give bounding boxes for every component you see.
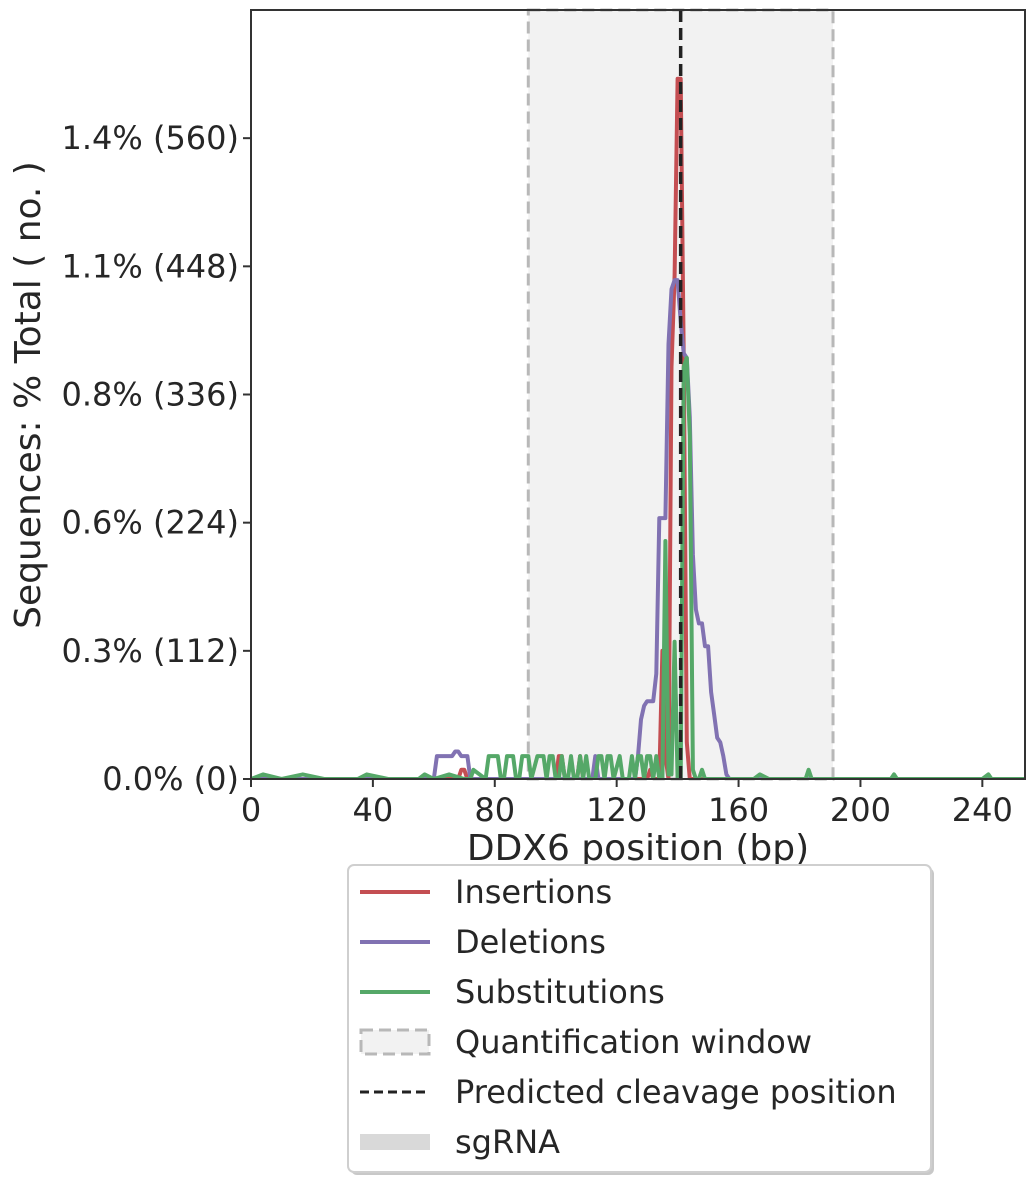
y-tick-label: 0.6% (224) <box>61 504 239 542</box>
legend-box <box>347 864 932 1173</box>
legend-label-quantification-window: Quantification window <box>455 1023 812 1061</box>
x-tick-label: 240 <box>952 791 1013 829</box>
legend-label-substitutions: Substitutions <box>455 973 665 1011</box>
series-line-substitutions <box>251 355 1025 779</box>
legend-swatch-quantification-window <box>359 1028 431 1056</box>
legend-label-deletions: Deletions <box>455 923 606 961</box>
series-group <box>251 76 1025 779</box>
legend-label-sgrna: sgRNA <box>455 1123 560 1161</box>
series-line-deletions <box>251 278 1025 779</box>
legend-swatch-sgrna <box>360 1134 430 1150</box>
legend-label-predicted-cleavage-position: Predicted cleavage position <box>455 1073 897 1111</box>
y-tick-label: 0.3% (112) <box>61 632 239 670</box>
x-tick-label: 80 <box>474 791 515 829</box>
x-tick-label: 160 <box>708 791 769 829</box>
x-tick-label: 40 <box>353 791 394 829</box>
y-tick-label: 0.0% (0) <box>102 760 239 798</box>
x-tick-label: 120 <box>586 791 647 829</box>
x-tick-label: 200 <box>830 791 891 829</box>
x-tick-label: 0 <box>241 791 261 829</box>
y-tick-label: 0.8% (336) <box>61 376 239 414</box>
y-axis-title: Sequences: % Total ( no. ) <box>8 161 49 629</box>
plot-area <box>251 8 1025 781</box>
y-tick-label: 1.4% (560) <box>61 119 239 157</box>
y-tick-label: 1.1% (448) <box>61 247 239 285</box>
axes: 0 40 80 120 160 200 240 0.0% (0) 0.3% (112) 0.6% … <box>61 9 1026 829</box>
x-axis-title: DDX6 position (bp) <box>467 828 809 869</box>
legend: Insertions Deletions Substitutions Quantifi… <box>347 864 934 1175</box>
legend-label-insertions: Insertions <box>455 873 612 911</box>
